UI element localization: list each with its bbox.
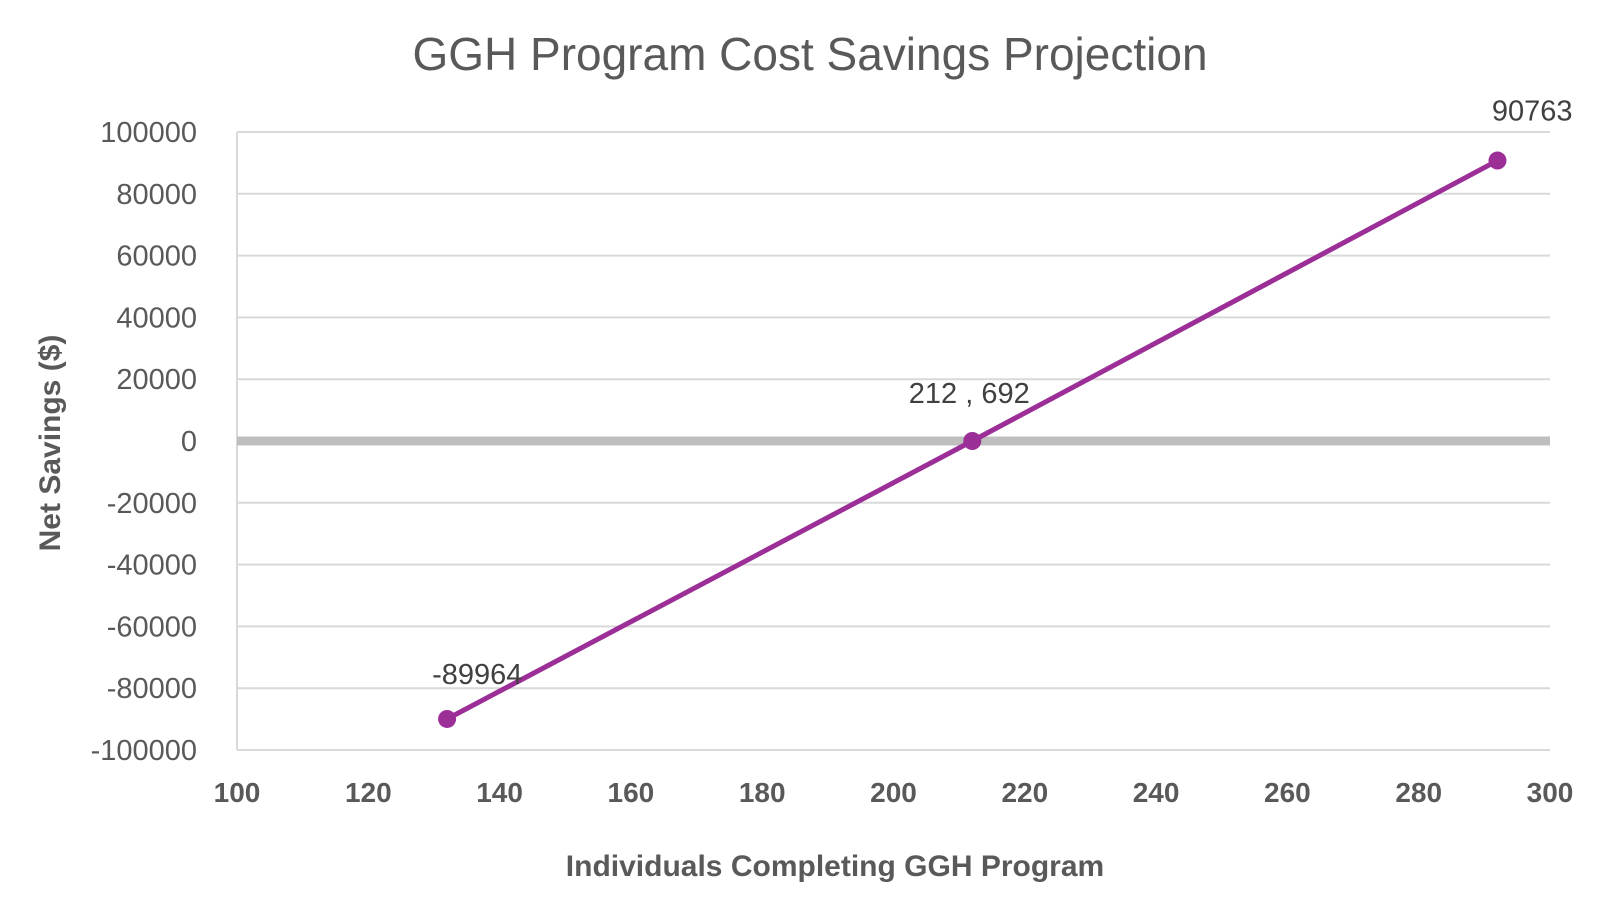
data-point xyxy=(1488,151,1507,170)
x-tick-label: 120 xyxy=(345,777,392,808)
x-tick-label: 280 xyxy=(1395,777,1442,808)
y-tick-label: -40000 xyxy=(107,550,197,582)
y-tick-label: -20000 xyxy=(107,488,197,520)
x-tick-label: 200 xyxy=(870,777,917,808)
x-tick-label: 180 xyxy=(739,777,786,808)
data-label: 90763 xyxy=(1492,96,1573,128)
y-tick-label: 80000 xyxy=(116,179,197,211)
y-tick-label: -60000 xyxy=(107,611,197,643)
data-label: -89964 xyxy=(432,659,522,691)
data-label-layer: -89964 212 , 692 90763 xyxy=(432,96,1572,691)
y-tick-label: -80000 xyxy=(107,673,197,705)
data-label: 212 , 692 xyxy=(909,378,1030,410)
data-point xyxy=(963,432,982,450)
x-tick-label: 160 xyxy=(608,777,655,808)
y-tick-label: 60000 xyxy=(116,241,197,273)
data-point xyxy=(438,709,457,728)
x-tick-label: 240 xyxy=(1133,777,1180,808)
x-tick-label: 100 xyxy=(214,777,261,808)
x-axis-label: Individuals Completing GGH Program xyxy=(566,850,1104,883)
x-tick-label: 220 xyxy=(1001,777,1048,808)
x-tick-label: 260 xyxy=(1264,777,1311,808)
y-tick-label: 40000 xyxy=(116,302,197,334)
x-axis-ticks: 100 120 140 160 180 200 220 240 260 280 300 xyxy=(214,777,1574,808)
y-axis-label: Net Savings ($) xyxy=(34,335,67,552)
y-tick-label: 20000 xyxy=(116,364,197,396)
x-tick-label: 300 xyxy=(1527,777,1574,808)
series-layer xyxy=(438,151,1507,728)
y-tick-label: 100000 xyxy=(100,117,197,149)
y-tick-label: -100000 xyxy=(91,735,197,767)
grid-layer xyxy=(236,131,1550,751)
x-tick-label: 140 xyxy=(476,777,523,808)
y-tick-label: 0 xyxy=(181,426,197,458)
chart-title: GGH Program Cost Savings Projection xyxy=(412,28,1207,80)
y-axis-ticks: 100000 80000 60000 40000 20000 0 -20000 -40000 -… xyxy=(91,117,197,767)
